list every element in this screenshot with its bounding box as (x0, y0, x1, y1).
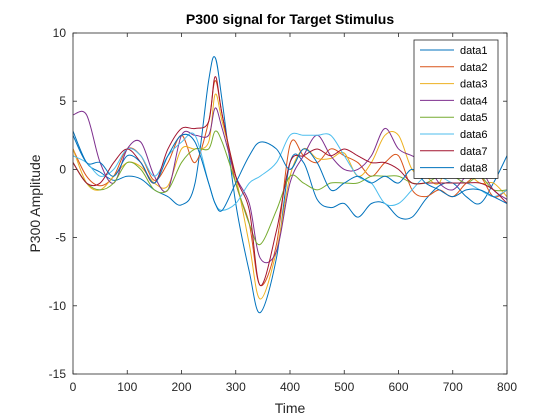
legend-label-data3: data3 (460, 79, 488, 91)
legend-box (413, 39, 499, 179)
y-tick-label: 5 (59, 94, 66, 108)
legend-label-data5: data5 (460, 112, 488, 124)
y-tick-label: 10 (53, 26, 67, 40)
legend: data1 data2 data3 data4 data5 data6 data7 data8 (413, 39, 499, 179)
x-tick-label: 500 (334, 380, 354, 394)
tick-layer: 0 100 200 300 400 500 600 700 800 -15 -10 -5 0 5 10 (49, 26, 518, 394)
x-tick-label: 700 (443, 380, 463, 394)
x-tick-label: 200 (171, 380, 191, 394)
x-tick-label: 300 (226, 380, 246, 394)
legend-label-data4: data4 (460, 95, 488, 107)
y-tick-label: 0 (59, 162, 66, 176)
series-line-data8 (73, 133, 507, 212)
legend-label-data1: data1 (460, 45, 488, 57)
x-axis-label: Time (275, 400, 306, 416)
series-line-data5 (73, 130, 507, 246)
legend-label-data8: data8 (460, 163, 488, 175)
legend-label-data7: data7 (460, 146, 488, 158)
y-tick-label: -5 (55, 231, 66, 245)
legend-label-data6: data6 (460, 129, 488, 141)
x-tick-label: 100 (117, 380, 137, 394)
y-tick-label: -10 (49, 299, 67, 313)
x-tick-label: 400 (280, 380, 300, 394)
y-axis-label: P300 Amplitude (27, 154, 43, 252)
x-tick-label: 600 (388, 380, 408, 394)
chart-title: P300 signal for Target Stimulus (186, 11, 394, 27)
x-tick-label: 800 (497, 380, 517, 394)
x-tick-label: 0 (70, 380, 77, 394)
legend-label-data2: data2 (460, 62, 488, 74)
y-tick-label: -15 (49, 367, 67, 381)
